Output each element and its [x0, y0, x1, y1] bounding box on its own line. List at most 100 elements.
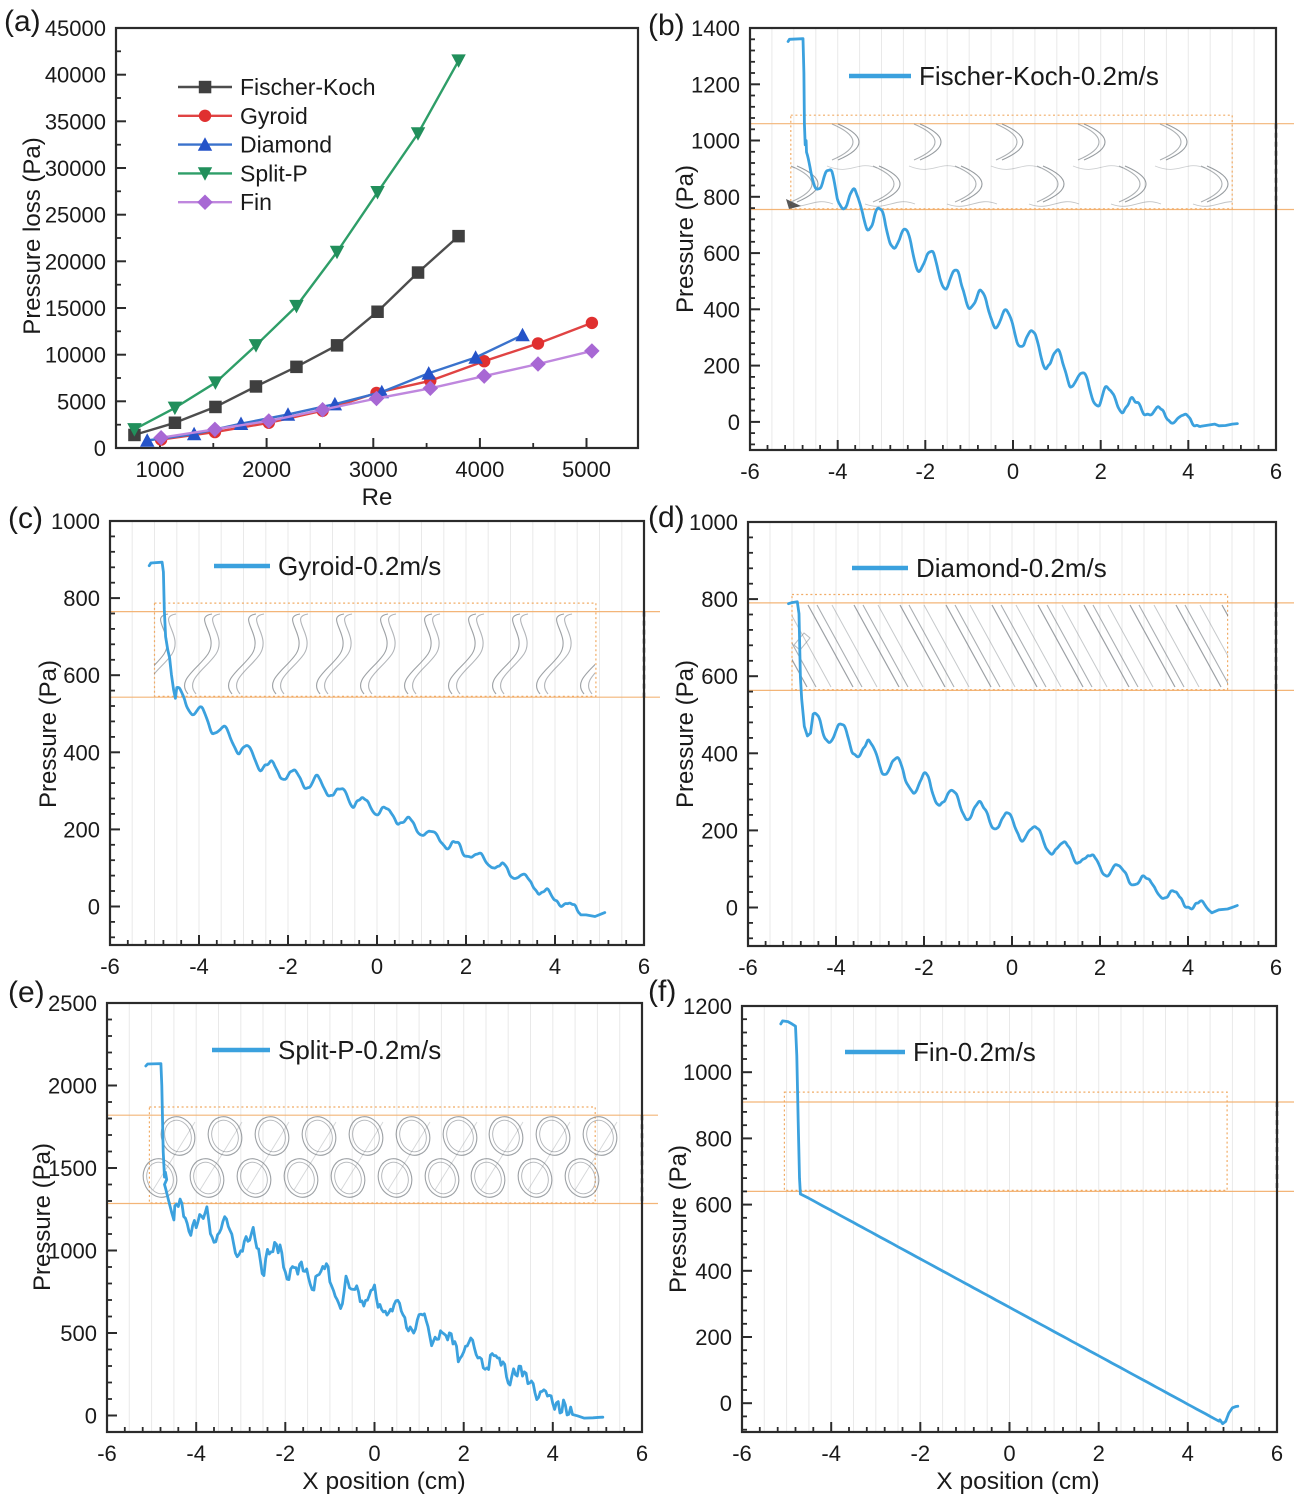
- svg-text:-4: -4: [189, 954, 209, 979]
- svg-text:500: 500: [60, 1321, 97, 1346]
- svg-text:800: 800: [695, 1126, 732, 1151]
- svg-text:(d): (d): [648, 501, 685, 534]
- svg-text:(f): (f): [648, 975, 676, 1008]
- svg-text:4: 4: [549, 954, 561, 979]
- svg-text:0: 0: [85, 1404, 97, 1429]
- svg-text:-4: -4: [186, 1441, 206, 1466]
- svg-text:200: 200: [63, 817, 100, 842]
- svg-text:6: 6: [638, 954, 650, 979]
- svg-text:3000: 3000: [349, 457, 398, 482]
- svg-text:400: 400: [63, 740, 100, 765]
- svg-text:Pressure (Pa): Pressure (Pa): [29, 1143, 56, 1291]
- svg-text:0: 0: [1003, 1441, 1015, 1466]
- svg-text:(e): (e): [8, 976, 45, 1009]
- svg-text:Fin-0.2m/s: Fin-0.2m/s: [913, 1037, 1036, 1067]
- svg-text:4000: 4000: [455, 457, 504, 482]
- svg-text:Fischer-Koch: Fischer-Koch: [240, 74, 375, 100]
- svg-text:1200: 1200: [691, 72, 740, 97]
- svg-text:4: 4: [1182, 1441, 1194, 1466]
- svg-text:-4: -4: [821, 1441, 841, 1466]
- svg-text:-6: -6: [738, 955, 758, 980]
- svg-text:200: 200: [701, 818, 738, 843]
- svg-text:1000: 1000: [48, 1239, 97, 1264]
- svg-text:-2: -2: [911, 1441, 931, 1466]
- svg-text:4: 4: [547, 1441, 559, 1466]
- svg-text:2: 2: [1094, 955, 1106, 980]
- svg-text:30000: 30000: [45, 156, 106, 181]
- svg-text:Fin: Fin: [240, 189, 272, 215]
- svg-text:600: 600: [701, 664, 738, 689]
- svg-text:10000: 10000: [45, 343, 106, 368]
- svg-text:15000: 15000: [45, 296, 106, 321]
- svg-text:2: 2: [1095, 459, 1107, 484]
- svg-text:800: 800: [703, 185, 740, 210]
- svg-text:(b): (b): [648, 9, 685, 42]
- svg-text:(c): (c): [8, 502, 43, 535]
- svg-text:0: 0: [1007, 459, 1019, 484]
- svg-text:0: 0: [94, 436, 106, 461]
- svg-text:(a): (a): [4, 5, 41, 38]
- svg-text:200: 200: [695, 1325, 732, 1350]
- svg-text:-6: -6: [740, 459, 760, 484]
- svg-text:5000: 5000: [57, 389, 106, 414]
- svg-text:-2: -2: [916, 459, 936, 484]
- svg-text:Gyroid: Gyroid: [240, 103, 308, 129]
- svg-text:Pressure (Pa): Pressure (Pa): [665, 1145, 692, 1293]
- svg-text:1000: 1000: [691, 129, 740, 154]
- svg-text:X position (cm): X position (cm): [302, 1468, 465, 1495]
- svg-text:Split-P-0.2m/s: Split-P-0.2m/s: [278, 1035, 441, 1065]
- svg-text:45000: 45000: [45, 16, 106, 41]
- svg-text:200: 200: [703, 354, 740, 379]
- svg-text:-2: -2: [278, 954, 298, 979]
- svg-text:Pressure loss (Pa): Pressure loss (Pa): [19, 137, 46, 334]
- svg-text:-6: -6: [100, 954, 120, 979]
- svg-text:Split-P: Split-P: [240, 160, 308, 186]
- svg-text:Re: Re: [362, 484, 393, 511]
- svg-text:-6: -6: [732, 1441, 752, 1466]
- svg-text:0: 0: [368, 1441, 380, 1466]
- svg-text:400: 400: [703, 297, 740, 322]
- svg-text:-4: -4: [826, 955, 846, 980]
- svg-text:800: 800: [63, 586, 100, 611]
- svg-text:0: 0: [728, 410, 740, 435]
- svg-text:600: 600: [695, 1193, 732, 1218]
- svg-text:0: 0: [720, 1391, 732, 1416]
- svg-text:35000: 35000: [45, 109, 106, 134]
- svg-text:Gyroid-0.2m/s: Gyroid-0.2m/s: [278, 551, 441, 581]
- svg-text:400: 400: [701, 741, 738, 766]
- svg-text:2: 2: [1093, 1441, 1105, 1466]
- svg-text:1000: 1000: [51, 509, 100, 534]
- svg-text:1400: 1400: [691, 16, 740, 41]
- svg-text:4: 4: [1182, 459, 1194, 484]
- svg-text:0: 0: [726, 896, 738, 921]
- svg-text:600: 600: [703, 241, 740, 266]
- svg-text:Diamond-0.2m/s: Diamond-0.2m/s: [916, 553, 1107, 583]
- svg-text:-2: -2: [276, 1441, 296, 1466]
- svg-text:2000: 2000: [242, 457, 291, 482]
- svg-text:6: 6: [1270, 459, 1282, 484]
- svg-text:6: 6: [636, 1441, 648, 1466]
- svg-text:1200: 1200: [683, 994, 732, 1019]
- svg-text:2000: 2000: [48, 1074, 97, 1099]
- svg-text:20000: 20000: [45, 249, 106, 274]
- svg-text:0: 0: [88, 895, 100, 920]
- svg-text:Fischer-Koch-0.2m/s: Fischer-Koch-0.2m/s: [919, 61, 1159, 91]
- svg-text:5000: 5000: [562, 457, 611, 482]
- svg-text:40000: 40000: [45, 63, 106, 88]
- svg-text:1000: 1000: [136, 457, 185, 482]
- svg-text:X position (cm): X position (cm): [936, 1468, 1099, 1495]
- svg-text:Pressure (Pa): Pressure (Pa): [672, 660, 699, 808]
- svg-text:25000: 25000: [45, 203, 106, 228]
- svg-text:1500: 1500: [48, 1156, 97, 1181]
- svg-text:Pressure (Pa): Pressure (Pa): [35, 660, 62, 808]
- svg-text:600: 600: [63, 663, 100, 688]
- svg-text:Diamond: Diamond: [240, 132, 332, 158]
- svg-text:6: 6: [1270, 955, 1282, 980]
- svg-text:-2: -2: [914, 955, 934, 980]
- svg-text:2: 2: [460, 954, 472, 979]
- svg-text:-6: -6: [97, 1441, 117, 1466]
- svg-text:1000: 1000: [689, 510, 738, 535]
- svg-text:2500: 2500: [48, 991, 97, 1016]
- svg-text:800: 800: [701, 587, 738, 612]
- svg-text:6: 6: [1271, 1441, 1283, 1466]
